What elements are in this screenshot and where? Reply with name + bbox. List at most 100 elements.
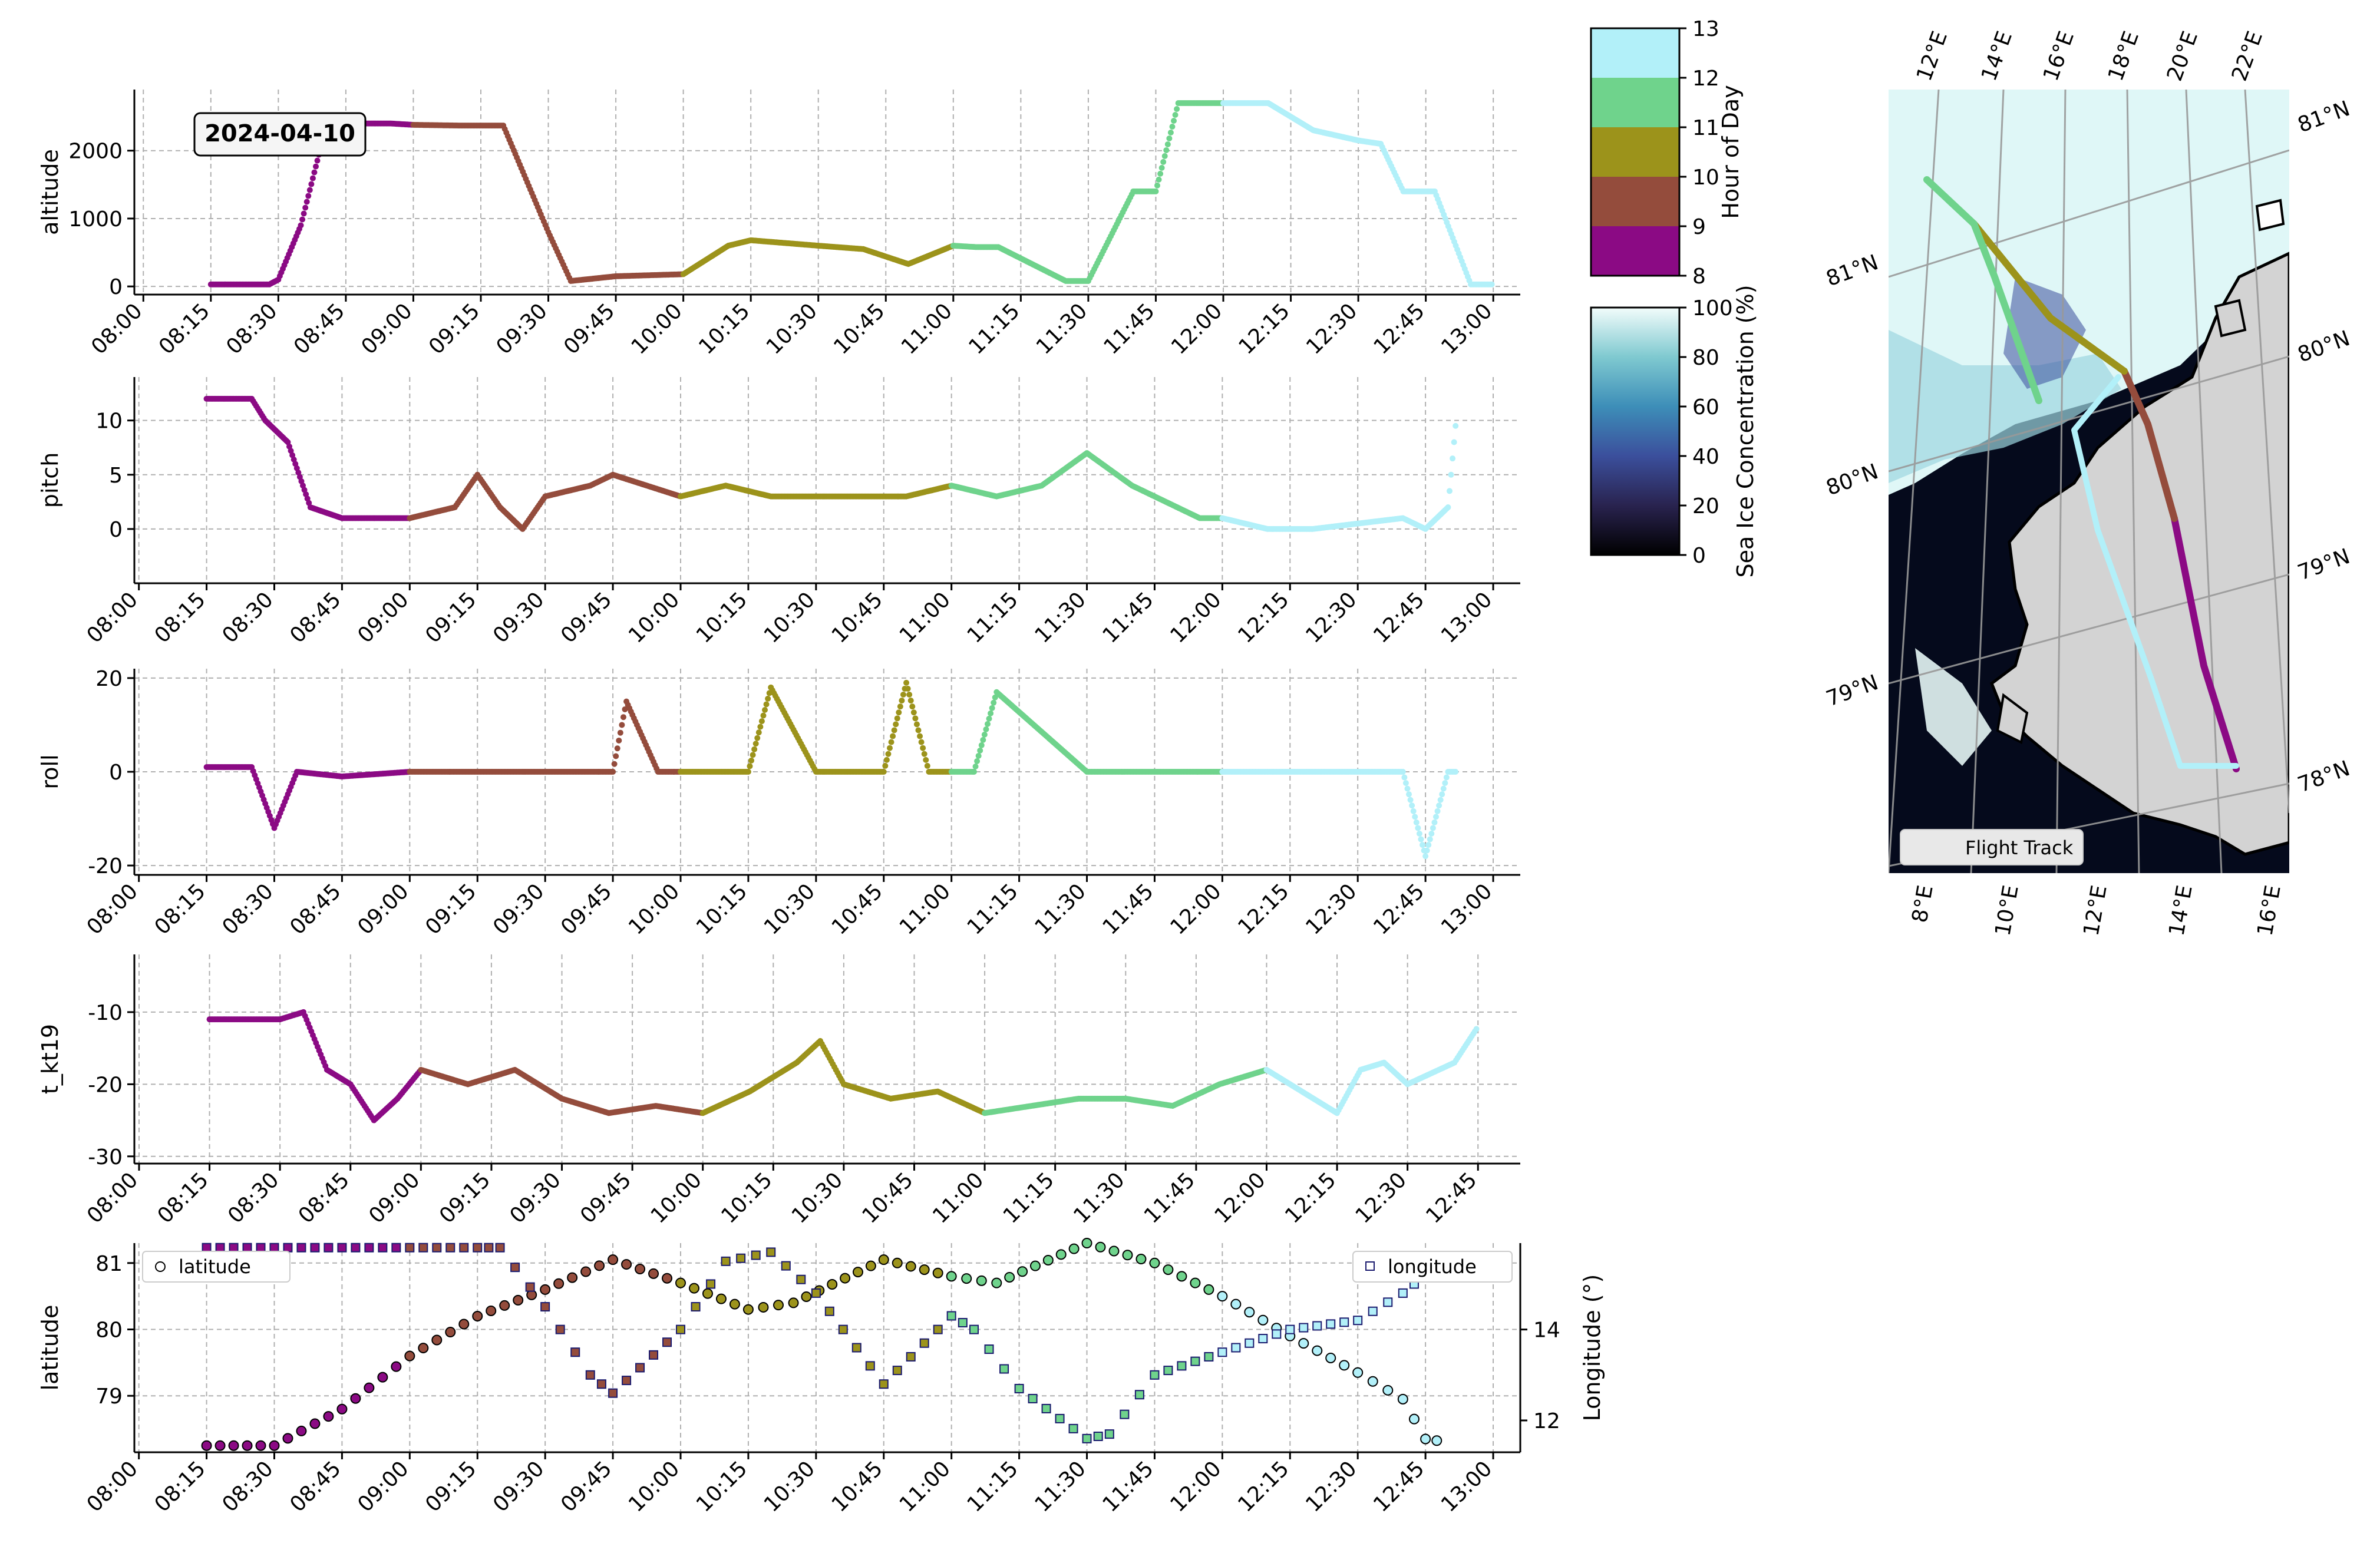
x-tick-label: 08:15 — [154, 299, 214, 359]
x-tick-label: 11:45 — [1098, 879, 1158, 939]
y-tick-label: -20 — [88, 854, 123, 878]
x-tick-label: 09:15 — [421, 1456, 481, 1516]
data-point — [748, 757, 755, 764]
x-tick-label: 11:15 — [964, 299, 1024, 359]
latitude-point — [621, 1259, 632, 1270]
data-point — [308, 181, 315, 187]
latitude-point — [1095, 1241, 1106, 1253]
data-point — [1445, 504, 1451, 511]
data-point — [974, 758, 981, 764]
latitude-point — [1352, 1367, 1364, 1378]
longitude-point — [510, 1263, 520, 1273]
latitude-point — [1298, 1338, 1309, 1349]
data-point — [299, 216, 306, 223]
data-point — [751, 746, 758, 752]
latitude-point — [892, 1257, 903, 1268]
ice-colorbar-label: Sea Ice Concentration (%) — [1732, 285, 1758, 577]
x-tick-label: 11:15 — [963, 879, 1023, 939]
x-tick-label: 10:00 — [646, 1168, 707, 1228]
latitude-point — [742, 1304, 754, 1315]
x-tick-label: 08:30 — [218, 879, 278, 939]
latitude-point — [715, 1293, 727, 1304]
longitude-point — [1190, 1356, 1200, 1366]
latitude-point — [364, 1382, 375, 1393]
data-point — [903, 679, 910, 686]
x-tick-label: 12:45 — [1369, 879, 1429, 939]
longitude-point — [1055, 1413, 1065, 1423]
data-point — [1451, 439, 1457, 445]
x-tick-label: 11:00 — [895, 1456, 955, 1516]
y-tick-label: -20 — [88, 1073, 123, 1097]
latitude-point — [702, 1288, 713, 1299]
data-point — [918, 739, 925, 745]
latitude-point — [773, 1300, 784, 1311]
latitude-point — [801, 1291, 812, 1302]
latitude-point — [1004, 1271, 1015, 1283]
data-point — [921, 751, 927, 757]
longitude-point — [736, 1253, 746, 1263]
hour-colorbar-label: Hour of Day — [1718, 85, 1744, 219]
panel-t_kt19: 08:00 08:15 08:30 08:45 09:00 09:15 09:30 09:45… — [37, 954, 1520, 1228]
x-tick-label: 08:30 — [222, 299, 282, 359]
data-point — [298, 222, 304, 229]
longitude-point — [608, 1388, 618, 1398]
longitude-point — [215, 1243, 225, 1253]
colorbar-tick-label: 60 — [1692, 395, 1719, 419]
data-point — [611, 761, 618, 767]
latitude-point — [1149, 1257, 1160, 1268]
latitude-point — [296, 1425, 307, 1436]
x-tick-label: 10:00 — [624, 1456, 684, 1516]
longitude-point — [1093, 1431, 1103, 1441]
data-point — [894, 715, 900, 722]
data-point — [747, 763, 753, 769]
data-point — [1171, 118, 1177, 124]
x-tick-label: 11:15 — [999, 1168, 1059, 1228]
x-tick-label: 08:15 — [153, 1168, 213, 1228]
data-point — [897, 703, 903, 710]
right-y-axis-label: Longitude (°) — [1579, 1274, 1605, 1422]
longitude-point — [691, 1302, 701, 1312]
legend-latitude-marker — [155, 1261, 166, 1272]
data-point — [989, 705, 995, 711]
longitude-point — [838, 1324, 848, 1334]
legend-latitude: latitude — [142, 1251, 291, 1283]
longitude-point — [405, 1243, 415, 1253]
data-point — [1401, 774, 1408, 781]
date-badge-text: 2024-04-10 — [204, 120, 355, 147]
longitude-point — [933, 1324, 943, 1334]
longitude-point — [484, 1243, 494, 1253]
longitude-point — [555, 1324, 565, 1334]
ice-colorbar-ticks: 0 20 40 60 80 100 — [1679, 296, 1733, 568]
latitude-point — [1203, 1284, 1214, 1295]
data-point — [977, 747, 983, 754]
legend-latitude-label: latitude — [179, 1255, 251, 1278]
data-point — [1172, 112, 1179, 118]
data-point — [1161, 153, 1168, 159]
data-point — [1439, 791, 1445, 798]
longitude-point — [596, 1379, 606, 1389]
data-point — [614, 745, 620, 752]
data-point — [978, 742, 985, 748]
data-point — [1437, 797, 1444, 803]
x-tick-label: 10:30 — [762, 299, 822, 359]
data-point — [1453, 769, 1459, 775]
data-point — [1443, 774, 1450, 781]
latitude-point — [1397, 1393, 1408, 1405]
latitude-point — [1420, 1433, 1431, 1445]
latitude-point — [404, 1350, 415, 1362]
data-point — [765, 695, 771, 702]
date-badge: 2024-04-10 — [193, 112, 367, 157]
data-point — [986, 715, 992, 722]
data-point — [893, 721, 899, 728]
longitude-point — [622, 1376, 632, 1386]
x-tick-label: 09:45 — [556, 1456, 616, 1516]
x-tick-label: 12:00 — [1210, 1168, 1270, 1228]
latitude-point — [1042, 1254, 1054, 1265]
colorbar-tick-label: 40 — [1692, 445, 1719, 469]
panel-pitch: 08:00 08:15 08:30 08:45 09:00 09:15 09:30 09:45… — [37, 377, 1520, 648]
longitude-point — [721, 1256, 731, 1266]
longitude-point — [459, 1243, 469, 1253]
data-point — [1169, 123, 1176, 130]
longitude-point — [892, 1366, 902, 1376]
latitude-point — [1367, 1376, 1378, 1387]
